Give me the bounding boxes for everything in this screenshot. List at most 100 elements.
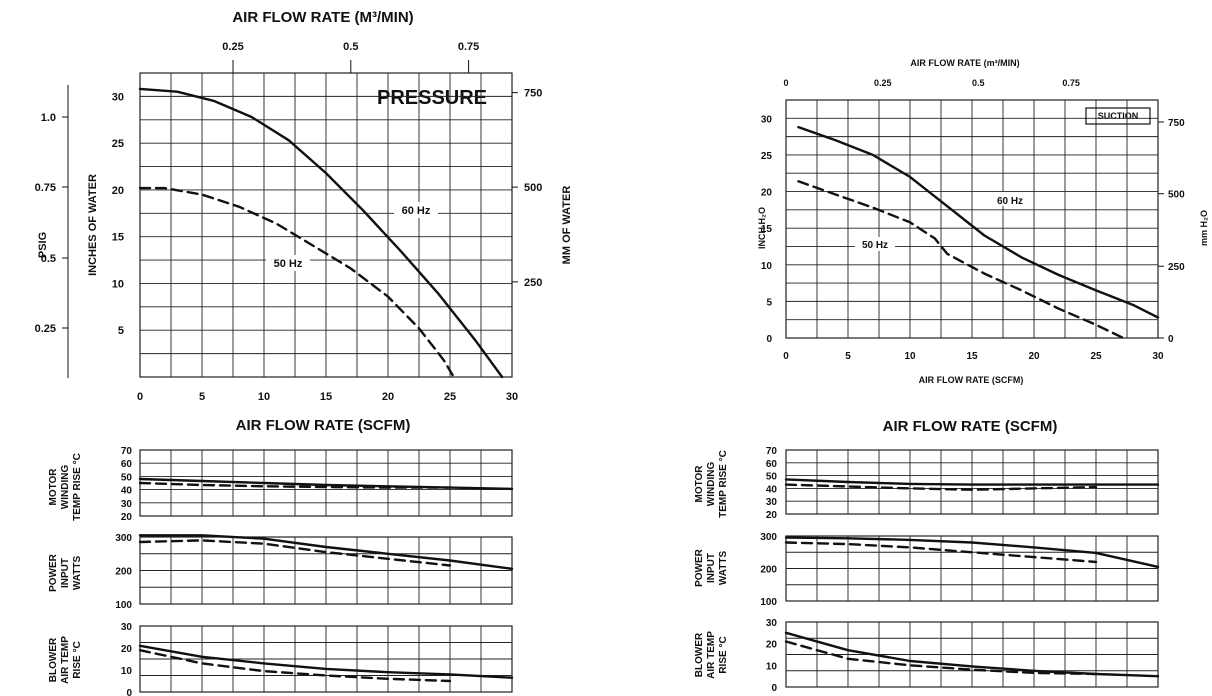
left-psig-label: PSIG: [37, 232, 49, 258]
left-top-axis-title: AIR FLOW RATE (M³/MIN): [232, 9, 413, 26]
pressure-motor-series-50hz-line: [138, 481, 452, 489]
suction-m3-tick-label: 0.5: [972, 78, 985, 88]
pressure-50hz-label: 50 Hz: [274, 258, 303, 270]
suction-motor-y-tick-label: 50: [766, 472, 778, 483]
left-power-label-2: INPUT: [60, 558, 71, 588]
left-inches-label: INCHES OF WATER: [87, 174, 99, 276]
pressure-motor-y-tick-label: 20: [121, 512, 133, 523]
suction-blower-y-tick-label: 30: [766, 618, 778, 629]
right-top-axis-title: AIR FLOW RATE (m³/MIN): [910, 58, 1019, 68]
pressure-power-y-tick-label: 100: [115, 600, 132, 611]
pressure-m3-tick-label: 0.25: [222, 41, 243, 53]
pressure-x-tick-label: 20: [382, 391, 394, 403]
suction-blower-y-tick-label: 0: [771, 683, 777, 694]
left-power-label-3: WATTS: [72, 556, 83, 591]
suction-y-tick-label: 25: [761, 151, 773, 162]
suction-motor-y-tick-label: 30: [766, 497, 778, 508]
pressure-blower-y-tick-label: 10: [121, 666, 133, 677]
pressure-main-series-60hz-line: [138, 87, 504, 379]
suction-m3-tick-label: 0: [783, 78, 788, 88]
pressure-60hz-label: 60 Hz: [402, 205, 431, 217]
suction-y-tick-label: 5: [766, 297, 772, 308]
suction-y-tick-label: 20: [761, 188, 773, 199]
suction-x-tick-label: 0: [783, 351, 789, 362]
pressure-y-tick-label: 5: [118, 325, 124, 337]
pressure-psig-tick-label: 0.75: [35, 182, 56, 194]
left-motor-label: MOTOR WINDING TEMP RISE °C: [48, 453, 83, 521]
suction-y-tick-label: 10: [761, 261, 773, 272]
pressure-blower-series-60hz-line: [138, 644, 514, 679]
suction-mm-tick-label: 750: [1168, 118, 1185, 129]
pressure-psig-tick-label: 1.0: [41, 112, 56, 124]
left-power-label-1: POWER: [48, 553, 59, 592]
pressure-power-series-60hz-line: [138, 534, 514, 570]
right-power-label-3: WATTS: [718, 551, 729, 586]
pressure-x-tick-label: 15: [320, 391, 332, 403]
right-motor-label-2: WINDING: [706, 462, 717, 507]
pressure-x-tick-label: 10: [258, 391, 270, 403]
right-inch-label: INCH H₂O: [757, 207, 767, 249]
right-blower-label-3: RISE °C: [718, 636, 729, 673]
pressure-motor-y-tick-label: 70: [121, 446, 133, 457]
suction-power-series-50hz-line: [784, 541, 1098, 564]
suction-x-tick-label: 15: [966, 351, 978, 362]
suction-y-tick-label: 30: [761, 114, 773, 125]
pressure-power-series-50hz-line: [138, 539, 452, 567]
pressure-x-tick-label: 5: [199, 391, 205, 403]
pressure-y-tick-label: 30: [112, 91, 124, 103]
pressure-x-tick-label: 25: [444, 391, 456, 403]
pressure-blower-series-50hz-line: [138, 649, 452, 683]
suction-y-tick-label: 0: [766, 334, 772, 345]
left-corner-label: PRESSURE: [377, 87, 487, 109]
suction-m3-tick-label: 0.75: [1062, 78, 1080, 88]
left-blower-label-3: RISE °C: [72, 641, 83, 678]
suction-power-series-60hz-line: [784, 536, 1160, 569]
pressure-psig-tick-label: 0.25: [35, 323, 56, 335]
left-blower-label-1: BLOWER: [48, 637, 59, 682]
suction-50hz-label: 50 Hz: [862, 240, 888, 251]
left-bottom-axis-title: AIR FLOW RATE (SCFM): [236, 417, 411, 434]
suction-m3-tick-label: 0.25: [874, 78, 892, 88]
suction-label-box: [1085, 107, 1151, 125]
pressure-x-tick-label: 30: [506, 391, 518, 403]
right-section-title: AIR FLOW RATE (SCFM): [883, 418, 1058, 435]
pressure-x-tick-label: 0: [137, 391, 143, 403]
suction-blower-y-tick-label: 10: [766, 661, 778, 672]
suction-x-tick-label: 20: [1028, 351, 1040, 362]
suction-motor-series-60hz-line: [784, 478, 1160, 486]
suction-blower-y-tick-label: 20: [766, 640, 778, 651]
pressure-power-y-tick-label: 200: [115, 567, 132, 578]
left-power-label: POWER INPUT WATTS: [48, 553, 83, 592]
suction-x-tick-label: 10: [904, 351, 916, 362]
suction-60hz-label: 60 Hz: [997, 196, 1023, 207]
suction-mm-tick-label: 0: [1168, 334, 1174, 345]
left-mm-label: MM OF WATER: [561, 186, 573, 265]
pressure-y-tick-label: 25: [112, 138, 124, 150]
pressure-y-tick-label: 15: [112, 232, 124, 244]
left-blower-label-2: AIR TEMP: [60, 636, 71, 684]
suction-power-y-tick-label: 200: [760, 565, 777, 576]
left-motor-label-3: TEMP RISE °C: [72, 453, 83, 521]
pressure-power-y-tick-label: 300: [115, 533, 132, 544]
right-motor-label: MOTOR WINDING TEMP RISE °C: [694, 450, 729, 518]
suction-motor-series-50hz-line: [784, 483, 1098, 491]
right-power-label-1: POWER: [694, 548, 705, 587]
suction-x-tick-label: 30: [1152, 351, 1164, 362]
right-blower-label-1: BLOWER: [694, 632, 705, 677]
pressure-y-tick-label: 20: [112, 185, 124, 197]
right-bottom-axis-title: AIR FLOW RATE (SCFM): [919, 375, 1024, 385]
suction-x-tick-label: 25: [1090, 351, 1102, 362]
pressure-main-series-50hz-line: [138, 186, 455, 379]
right-power-label-2: INPUT: [706, 553, 717, 583]
suction-motor-y-tick-label: 60: [766, 459, 778, 470]
right-motor-label-3: TEMP RISE °C: [718, 450, 729, 518]
suction-motor-y-tick-label: 40: [766, 484, 778, 495]
pressure-mm-tick-label: 250: [524, 277, 542, 289]
pressure-60hz-label-bg: [394, 202, 438, 218]
suction-power-y-tick-label: 300: [760, 532, 777, 543]
pressure-motor-y-tick-label: 50: [121, 472, 133, 483]
suction-mm-tick-label: 250: [1168, 262, 1185, 273]
right-blower-label-2: AIR TEMP: [706, 631, 717, 679]
